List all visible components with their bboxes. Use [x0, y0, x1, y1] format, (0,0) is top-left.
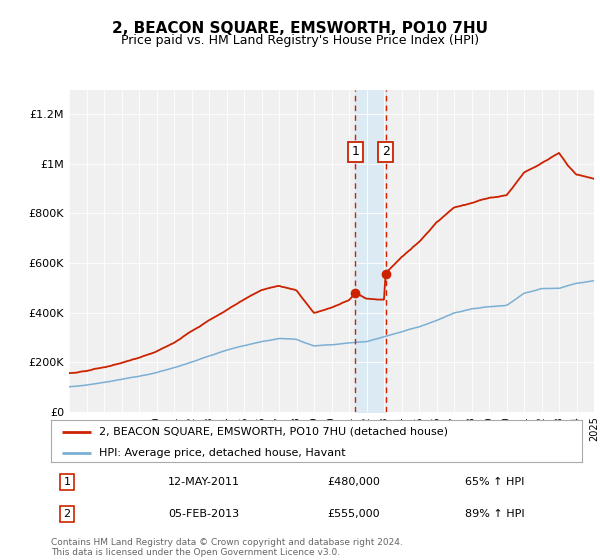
Text: 2, BEACON SQUARE, EMSWORTH, PO10 7HU (detached house): 2, BEACON SQUARE, EMSWORTH, PO10 7HU (de… [99, 427, 448, 437]
Text: 89% ↑ HPI: 89% ↑ HPI [465, 510, 525, 519]
Text: 2, BEACON SQUARE, EMSWORTH, PO10 7HU: 2, BEACON SQUARE, EMSWORTH, PO10 7HU [112, 21, 488, 36]
Text: 05-FEB-2013: 05-FEB-2013 [168, 510, 239, 519]
Text: 1: 1 [64, 477, 70, 487]
Text: 2: 2 [64, 510, 70, 519]
Text: Contains HM Land Registry data © Crown copyright and database right 2024.
This d: Contains HM Land Registry data © Crown c… [51, 538, 403, 557]
Text: 12-MAY-2011: 12-MAY-2011 [168, 477, 240, 487]
Text: 65% ↑ HPI: 65% ↑ HPI [465, 477, 524, 487]
Text: £555,000: £555,000 [327, 510, 380, 519]
Text: 2: 2 [382, 145, 389, 158]
Text: HPI: Average price, detached house, Havant: HPI: Average price, detached house, Hava… [99, 448, 346, 458]
Text: 1: 1 [352, 145, 359, 158]
Text: Price paid vs. HM Land Registry's House Price Index (HPI): Price paid vs. HM Land Registry's House … [121, 34, 479, 46]
Text: £480,000: £480,000 [327, 477, 380, 487]
